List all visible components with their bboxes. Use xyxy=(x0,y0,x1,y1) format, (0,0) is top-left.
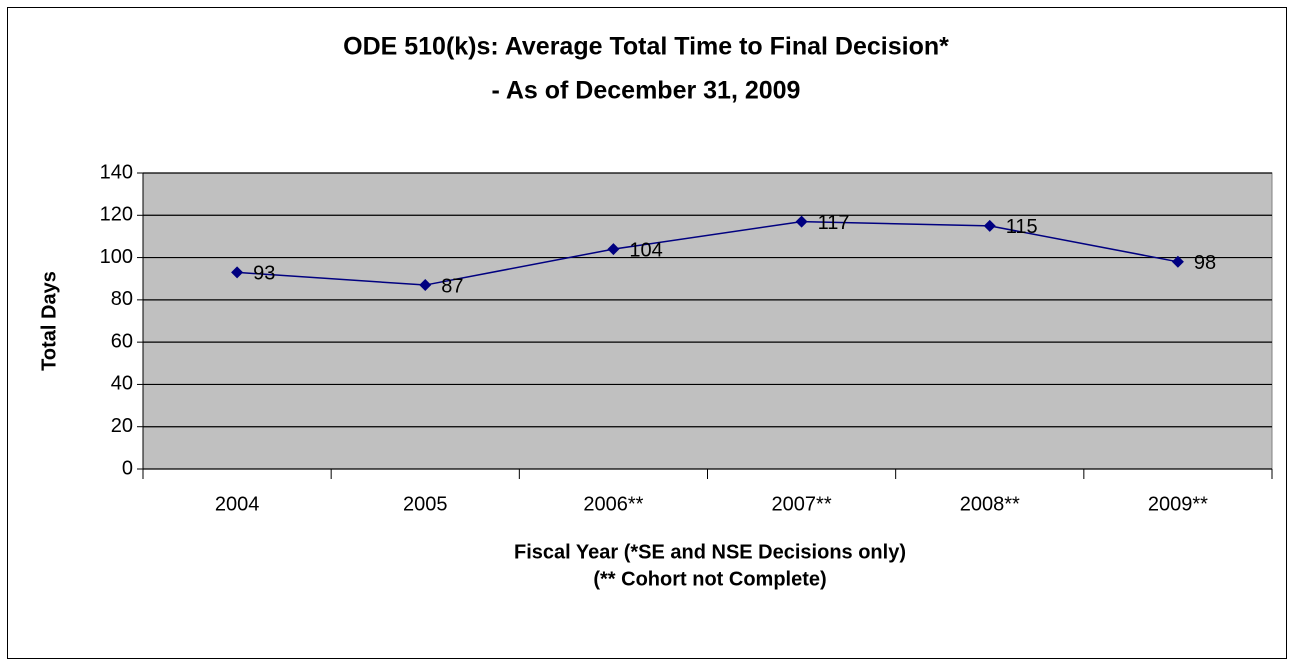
x-tick-label: 2007** xyxy=(772,493,832,515)
x-axis-label: (** Cohort not Complete) xyxy=(593,568,826,590)
data-label: 87 xyxy=(441,275,463,297)
x-tick-label: 2008** xyxy=(960,493,1020,515)
y-tick-label: 0 xyxy=(122,457,133,479)
x-tick-label: 2004 xyxy=(215,493,260,515)
y-tick-label: 140 xyxy=(100,161,133,183)
x-tick-label: 2005 xyxy=(403,493,448,515)
plot-area xyxy=(142,172,1273,470)
data-label: 98 xyxy=(1194,252,1216,274)
x-tick-label: 2006** xyxy=(583,493,643,515)
data-label: 115 xyxy=(1006,216,1038,238)
y-tick-label: 20 xyxy=(111,415,133,437)
y-tick-label: 100 xyxy=(100,246,133,268)
y-tick-label: 80 xyxy=(111,288,133,310)
y-tick-label: 60 xyxy=(111,330,133,352)
marker xyxy=(795,215,808,228)
x-axis-label: Fiscal Year (*SE and NSE Decisions only) xyxy=(514,541,906,563)
data-label: 117 xyxy=(818,212,850,234)
x-tick-label: 2009** xyxy=(1148,493,1208,515)
chart-title: ODE 510(k)s: Average Total Time to Final… xyxy=(343,33,949,61)
marker xyxy=(983,219,996,232)
marker xyxy=(1171,255,1184,268)
marker xyxy=(607,243,620,256)
data-label: 104 xyxy=(629,239,662,261)
y-tick-label: 40 xyxy=(111,373,133,395)
line xyxy=(237,220,1179,286)
chart-subtitle: - As of December 31, 2009 xyxy=(492,77,801,105)
marker xyxy=(419,279,432,292)
marker xyxy=(231,266,244,279)
y-axis-label: Total Days xyxy=(38,271,60,371)
y-tick-label: 120 xyxy=(100,204,133,226)
data-label: 93 xyxy=(253,263,275,285)
